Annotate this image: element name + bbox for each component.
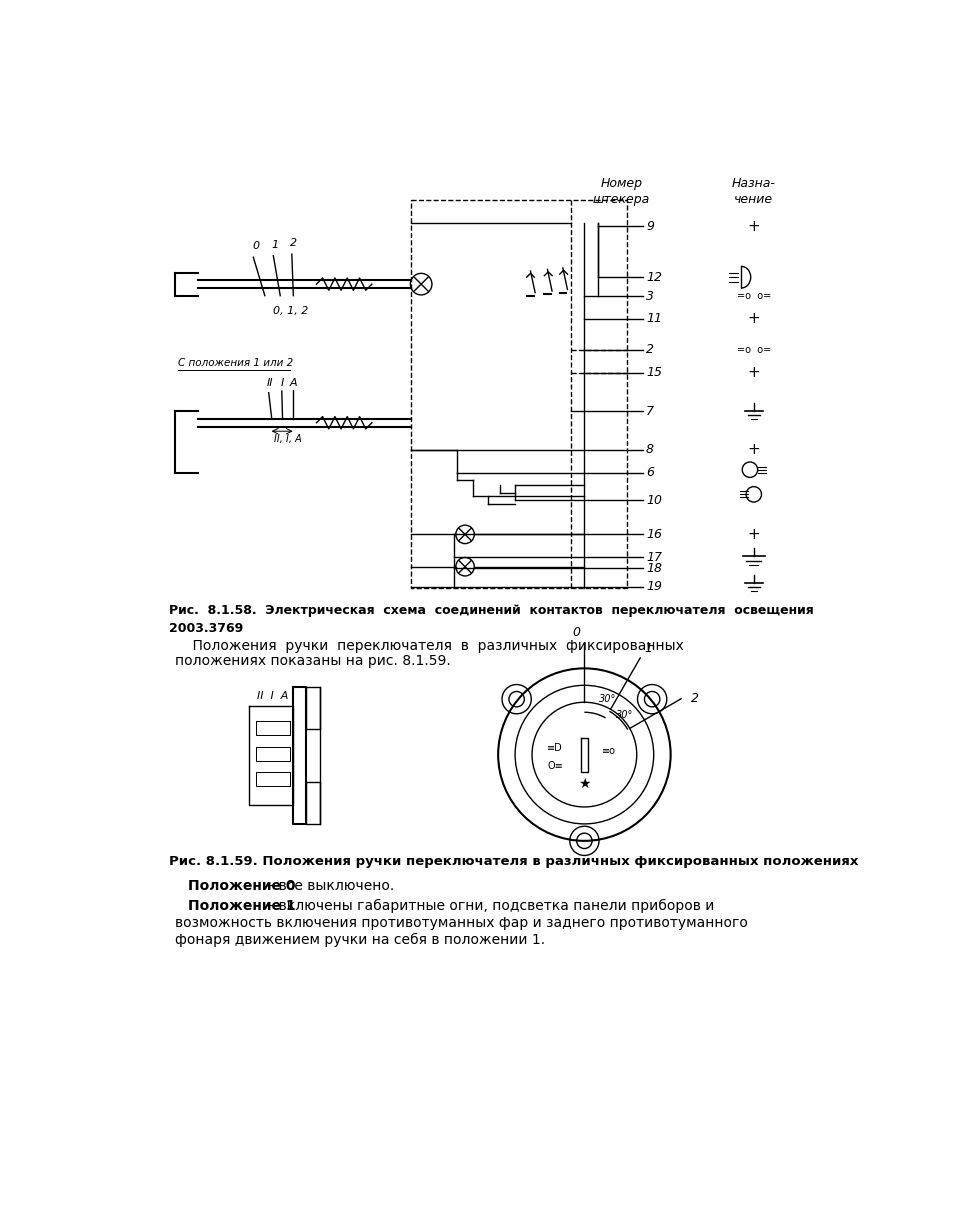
- Text: O≡: O≡: [547, 761, 563, 771]
- Text: Назна-
чение: Назна- чение: [732, 177, 776, 206]
- Text: 7: 7: [646, 404, 654, 418]
- Text: +: +: [748, 219, 760, 234]
- Text: 0: 0: [252, 241, 259, 251]
- Text: фонаря движением ручки на себя в положении 1.: фонаря движением ручки на себя в положен…: [175, 933, 545, 946]
- Text: Положение 0: Положение 0: [188, 880, 296, 893]
- Text: ★: ★: [578, 777, 590, 791]
- Text: +: +: [748, 312, 760, 326]
- Text: Положения  ручки  переключателя  в  различных  фиксированных: Положения ручки переключателя в различны…: [175, 639, 684, 653]
- Text: 19: 19: [646, 580, 662, 594]
- Text: 1: 1: [644, 642, 652, 655]
- Text: 11: 11: [646, 312, 662, 325]
- Text: +: +: [748, 527, 760, 542]
- Text: II, I, A: II, I, A: [274, 434, 301, 444]
- Text: 0: 0: [573, 626, 581, 638]
- Text: 30°: 30°: [599, 694, 616, 705]
- Text: 2: 2: [646, 342, 654, 356]
- Text: =o  o=: =o o=: [736, 345, 771, 355]
- Text: 0, 1, 2: 0, 1, 2: [273, 306, 308, 317]
- Text: 30°: 30°: [615, 710, 634, 719]
- Text: – включены габаритные огни, подсветка панели приборов и: – включены габаритные огни, подсветка па…: [263, 898, 714, 913]
- Text: 2: 2: [290, 238, 297, 249]
- Text: 3: 3: [646, 290, 654, 303]
- Text: +: +: [748, 365, 760, 381]
- Text: I: I: [281, 378, 284, 388]
- Text: II  I  A: II I A: [257, 691, 289, 701]
- Text: 16: 16: [646, 527, 662, 541]
- Text: +: +: [748, 442, 760, 457]
- Text: С положения 1 или 2: С положения 1 или 2: [178, 359, 293, 368]
- Text: ≡o: ≡o: [602, 745, 616, 755]
- Text: 10: 10: [646, 494, 662, 508]
- Text: Положение 1: Положение 1: [188, 898, 296, 913]
- Text: Номер
штекера: Номер штекера: [592, 177, 650, 206]
- Text: =o  o=: =o o=: [736, 292, 771, 302]
- Text: положениях показаны на рис. 8.1.59.: положениях показаны на рис. 8.1.59.: [175, 654, 450, 669]
- Text: 12: 12: [646, 271, 662, 283]
- Text: 17: 17: [646, 551, 662, 564]
- Text: 18: 18: [646, 562, 662, 575]
- Text: возможность включения противотуманных фар и заднего противотуманного: возможность включения противотуманных фа…: [175, 915, 748, 929]
- Text: ≡D: ≡D: [547, 743, 563, 754]
- Text: 2: 2: [691, 692, 699, 705]
- Text: A: A: [290, 378, 298, 388]
- Text: 8: 8: [646, 444, 654, 456]
- Text: 1: 1: [272, 240, 278, 250]
- Text: Рис.  8.1.58.  Электрическая  схема  соединений  контактов  переключателя  освещ: Рис. 8.1.58. Электрическая схема соедине…: [169, 604, 813, 634]
- Text: 15: 15: [646, 366, 662, 379]
- Text: – все выключено.: – все выключено.: [263, 880, 395, 893]
- Text: II: II: [267, 378, 274, 388]
- Text: 9: 9: [646, 219, 654, 233]
- Text: Рис. 8.1.59. Положения ручки переключателя в различных фиксированных положениях: Рис. 8.1.59. Положения ручки переключате…: [169, 855, 858, 867]
- Text: 6: 6: [646, 466, 654, 479]
